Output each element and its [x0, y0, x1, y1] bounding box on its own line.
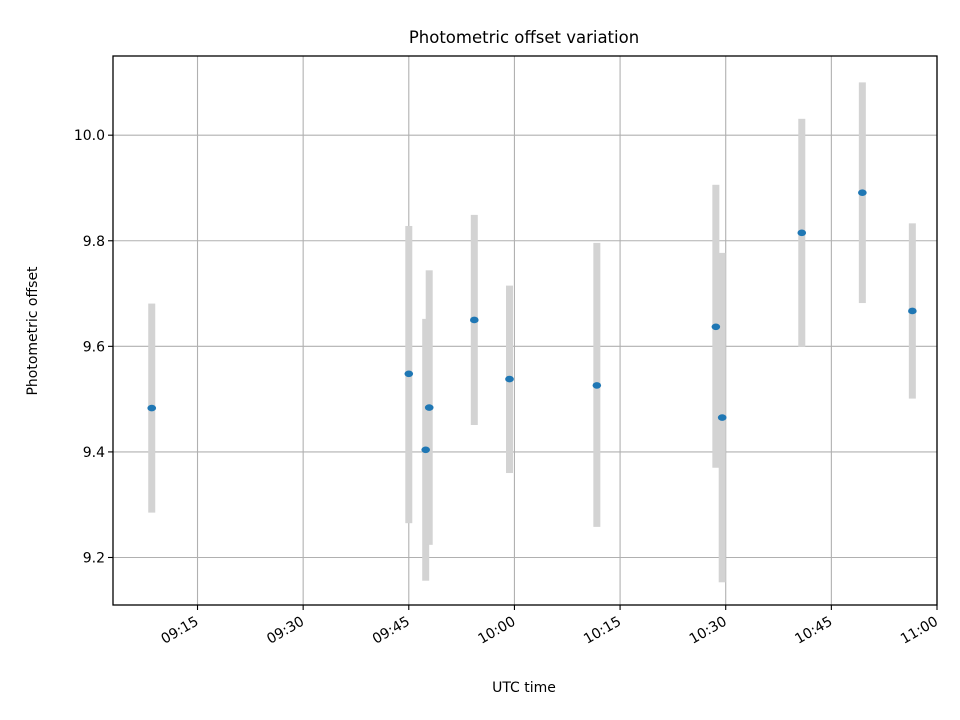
plot-frame	[112, 55, 938, 606]
y-tick-label: 10.0	[74, 128, 105, 144]
x-tick-label: 09:45	[370, 614, 413, 648]
data-points	[147, 189, 917, 454]
x-axis-label: UTC time	[492, 680, 556, 696]
data-point	[469, 316, 479, 324]
x-tick-label: 09:15	[159, 614, 202, 648]
error-bars	[148, 82, 916, 583]
data-point	[797, 229, 807, 237]
data-point	[147, 404, 157, 412]
y-axis-label: Photometric offset	[25, 266, 41, 396]
data-point	[858, 189, 867, 197]
data-point	[421, 446, 430, 454]
x-axis-ticks: 09:15 09:30 09:45 10:00 10:15 10:30 10:45 11:00	[159, 605, 941, 648]
y-tick-label: 9.8	[83, 234, 105, 250]
y-tick-label: 9.2	[83, 550, 105, 566]
chart-title: Photometric offset variation	[409, 28, 639, 47]
y-tick-label: 9.6	[83, 339, 105, 355]
data-point	[404, 370, 414, 378]
data-point	[717, 414, 727, 421]
data-point	[711, 323, 721, 331]
data-point	[592, 382, 602, 389]
data-point	[424, 404, 434, 411]
x-tick-label: 10:15	[581, 614, 624, 648]
grid	[113, 56, 938, 605]
data-point	[505, 375, 514, 383]
x-tick-label: 09:30	[264, 614, 307, 648]
x-tick-label: 11:00	[898, 614, 941, 648]
data-point	[908, 307, 917, 315]
x-tick-label: 10:00	[475, 614, 518, 648]
x-tick-label: 10:30	[687, 614, 730, 648]
y-axis-ticks: 9.2 9.4 9.6 9.8 10.0	[74, 128, 113, 566]
y-tick-label: 9.4	[83, 445, 105, 461]
x-tick-label: 10:45	[792, 614, 835, 648]
